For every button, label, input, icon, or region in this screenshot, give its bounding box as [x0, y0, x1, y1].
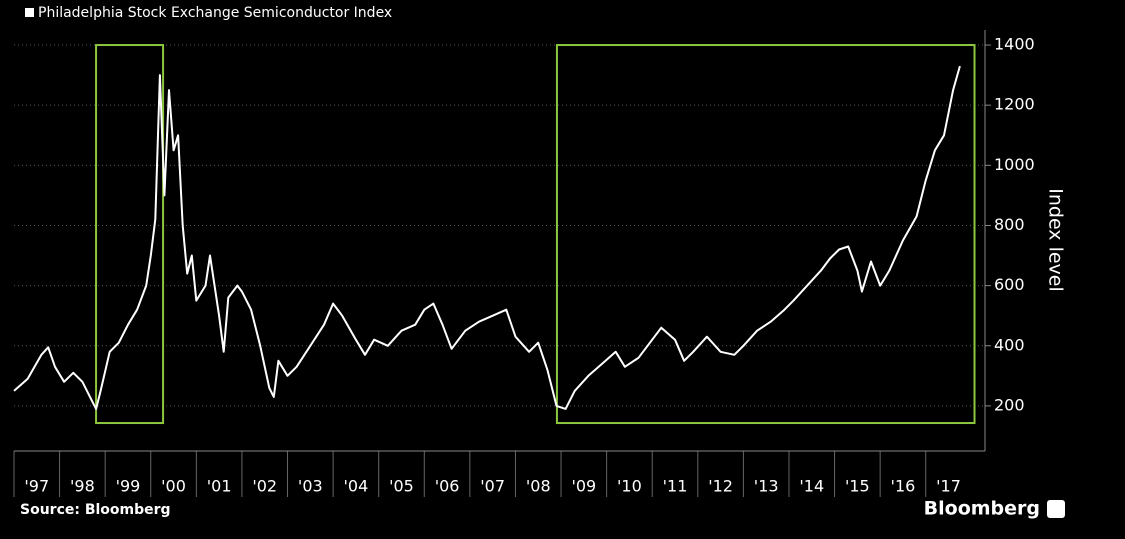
x-tick-label: '10: [617, 477, 642, 496]
x-tick-label: '16: [891, 477, 916, 496]
x-tick-label: '09: [571, 477, 596, 496]
y-axis-label: Index level: [1045, 188, 1067, 292]
y-tick-label: 800: [994, 215, 1025, 234]
x-tick-label: '07: [480, 477, 505, 496]
x-tick-label: '97: [24, 477, 49, 496]
brand: Bloomberg: [924, 498, 1040, 520]
y-tick-label: 600: [994, 275, 1025, 294]
x-tick-label: '17: [936, 477, 961, 496]
source: Source: Bloomberg: [20, 502, 171, 518]
y-tick-label: 1200: [994, 95, 1035, 114]
highlight-box: [555, 44, 976, 425]
x-tick-label: '14: [799, 477, 824, 496]
x-tick-label: '01: [207, 477, 232, 496]
x-tick-label: '11: [663, 477, 688, 496]
x-tick-label: '05: [389, 477, 414, 496]
x-tick-label: '08: [526, 477, 551, 496]
x-tick-label: '02: [252, 477, 277, 496]
index-line: [13, 65, 961, 410]
y-tick-label: 1400: [994, 35, 1035, 54]
x-tick-label: '15: [845, 477, 870, 496]
x-tick-label: '00: [161, 477, 186, 496]
y-tick-label: 1000: [994, 155, 1035, 174]
x-tick-label: '99: [116, 477, 141, 496]
y-tick-label: 400: [994, 335, 1025, 354]
x-tick-label: '13: [754, 477, 779, 496]
y-tick-label: 200: [994, 395, 1025, 414]
highlight-box: [95, 44, 165, 425]
x-tick-label: '06: [435, 477, 460, 496]
title-marker: [25, 8, 34, 17]
brand-icon: [1047, 500, 1065, 518]
x-tick-label: '12: [708, 477, 733, 496]
chart-title: Philadelphia Stock Exchange Semiconducto…: [38, 5, 392, 21]
x-tick-label: '98: [70, 477, 95, 496]
x-tick-label: '03: [298, 477, 323, 496]
x-tick-label: '04: [344, 477, 369, 496]
